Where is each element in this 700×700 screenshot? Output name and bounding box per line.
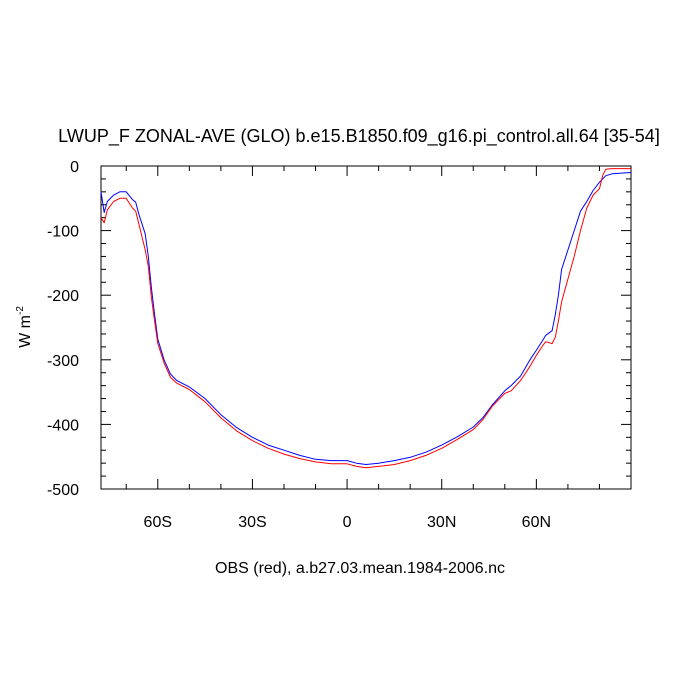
x-axis-label: OBS (red), a.b27.03.mean.1984-2006.nc (215, 560, 505, 577)
x-tick-label: 60N (522, 514, 551, 531)
x-axis-ticks: 60S 30S 0 30N 60N (125, 166, 600, 531)
x-tick-label: 30S (238, 514, 266, 531)
plot-frame (100, 165, 632, 490)
series-line-0 (100, 172, 632, 465)
y-tick-label: -200 (47, 288, 79, 305)
y-tick-label: -100 (47, 224, 79, 241)
y-axis-ticks: 0 -100 -200 -300 -400 -500 (47, 159, 631, 499)
y-axis-label: W m-2 (15, 306, 34, 348)
x-tick-label: 60S (144, 514, 172, 531)
y-tick-label: -500 (47, 482, 79, 499)
chart-title: LWUP_F ZONAL-AVE (GLO) b.e15.B1850.f09_g… (58, 126, 660, 147)
y-tick-label: -400 (47, 417, 79, 434)
y-axis-label-superscript: -2 (15, 306, 26, 315)
series-line-1 (100, 168, 631, 469)
series-group (100, 168, 632, 469)
y-tick-label: -300 (47, 353, 79, 370)
y-tick-label: 0 (70, 159, 79, 176)
x-tick-label: 30N (427, 514, 456, 531)
x-tick-label: 0 (343, 514, 352, 531)
